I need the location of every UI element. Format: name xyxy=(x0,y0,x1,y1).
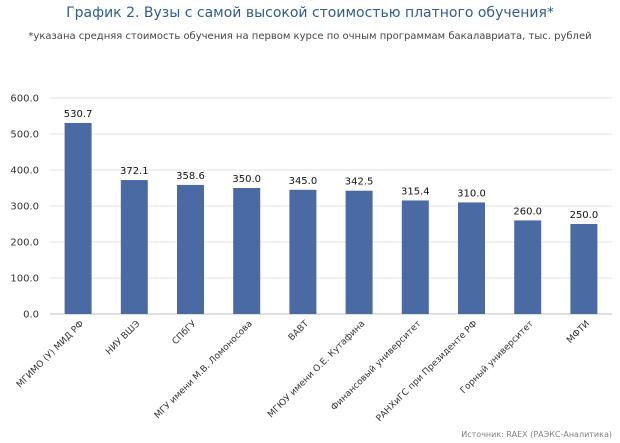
bar-value-label: 310.0 xyxy=(457,188,486,199)
bar xyxy=(570,224,598,314)
category-label: НИУ ВШЭ xyxy=(104,319,142,357)
y-tick-label: 100.0 xyxy=(10,274,39,285)
category-label: МГУ имени М.В. Ломоносова xyxy=(153,319,255,421)
y-tick-label: 600.0 xyxy=(10,94,39,105)
bar-value-label: 315.4 xyxy=(401,186,430,197)
bar-value-label: 342.5 xyxy=(345,177,374,188)
category-label: МГИМО (У) МИД РФ xyxy=(15,319,86,390)
bar-value-label: 372.1 xyxy=(120,166,149,177)
category-label: МФТИ xyxy=(565,319,592,346)
bar xyxy=(177,184,204,314)
bar-value-labels: 530.7 372.1 358.6 350.0 345.0 342.5 315.4 310.0… xyxy=(64,109,598,221)
bar xyxy=(233,188,261,314)
category-label: Финансовый университет xyxy=(329,319,423,413)
chart-subtitle: *указана средняя стоимость обучения на п… xyxy=(28,31,592,42)
bars xyxy=(64,122,598,314)
chart-source: Источник: RAEX (РАЭКС-Аналитика) xyxy=(461,430,612,439)
bar xyxy=(458,202,485,314)
y-tick-label: 400.0 xyxy=(10,166,39,177)
bar xyxy=(120,180,148,314)
category-label: РАНХиГС при Президенте РФ xyxy=(375,319,480,424)
bar-value-label: 260.0 xyxy=(513,206,542,217)
category-label: СПбГУ xyxy=(171,319,199,347)
bar xyxy=(345,190,373,314)
category-label: МГЮУ имени О.Е. Кутафина xyxy=(266,319,367,420)
bar xyxy=(64,122,92,314)
bar xyxy=(514,220,542,314)
bar-value-label: 250.0 xyxy=(570,210,599,221)
chart-title: График 2. Вузы с самой высокой стоимость… xyxy=(66,5,554,21)
category-label: ВАВТ xyxy=(287,319,311,343)
y-tick-label: 200.0 xyxy=(10,238,39,249)
y-axis-ticks: 0.0 100.0 200.0 300.0 400.0 500.0 600.0 xyxy=(10,94,39,321)
y-tick-label: 500.0 xyxy=(10,130,39,141)
bar-value-label: 350.0 xyxy=(232,174,261,185)
bar xyxy=(401,200,429,314)
bar-value-label: 345.0 xyxy=(289,176,318,187)
y-tick-label: 300.0 xyxy=(10,202,39,213)
bar xyxy=(289,189,317,314)
bar-value-label: 530.7 xyxy=(64,109,93,120)
bar-value-label: 358.6 xyxy=(176,171,205,182)
y-tick-label: 0.0 xyxy=(23,310,39,321)
